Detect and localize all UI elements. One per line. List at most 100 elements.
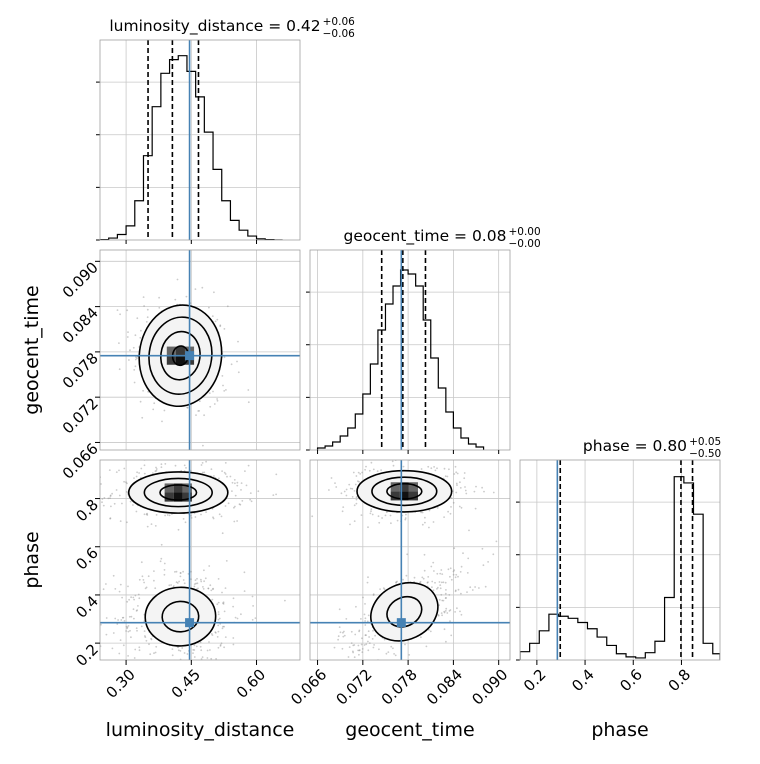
scatter-point (460, 592, 462, 595)
scatter-point (355, 496, 358, 499)
scatter-point (371, 638, 374, 640)
scatter-point (361, 648, 364, 650)
scatter-point (152, 408, 155, 411)
scatter-point (440, 593, 443, 596)
scatter-point (474, 507, 477, 510)
scatter-point (146, 316, 149, 319)
scatter-point (419, 580, 422, 583)
scatter-point (447, 568, 450, 571)
scatter-point (444, 581, 447, 584)
scatter-point (103, 497, 106, 499)
scatter-point (334, 482, 336, 484)
scatter-point (366, 620, 369, 623)
scatter-point (380, 469, 382, 471)
scatter-point (453, 547, 456, 550)
scatter-point (343, 634, 346, 637)
scatter-point (127, 359, 130, 361)
scatter-point (385, 652, 388, 655)
scatter-point (431, 586, 433, 589)
scatter-point (146, 308, 149, 311)
scatter-point (213, 291, 215, 294)
scatter-point (92, 623, 94, 625)
panel-frame (309, 249, 511, 451)
scatter-point (133, 477, 135, 479)
scatter-point (344, 664, 346, 666)
scatter-point (370, 508, 373, 511)
scatter-point (115, 471, 118, 473)
scatter-point (432, 521, 435, 523)
scatter-point (405, 574, 408, 577)
scatter-point (109, 517, 112, 519)
scatter-point (481, 486, 483, 489)
scatter-point (358, 649, 361, 651)
scatter-point (200, 578, 202, 581)
scatter-point (176, 665, 178, 667)
scatter-point (227, 502, 230, 505)
scatter-point (482, 564, 485, 567)
scatter-point (140, 561, 143, 564)
scatter-point (166, 514, 169, 516)
scatter-point (179, 572, 182, 574)
scatter-point (432, 589, 435, 592)
scatter-point (452, 573, 455, 576)
scatter-point (146, 525, 149, 528)
truth-marker (185, 351, 195, 361)
scatter-point (179, 572, 182, 574)
scatter-point (353, 504, 356, 507)
panel-frame (99, 459, 301, 661)
scatter-point (466, 591, 468, 593)
scatter-point (193, 585, 196, 588)
scatter-point (428, 509, 431, 512)
x-tick-label-geocent_time: 0.090 (468, 666, 511, 709)
scatter-point (196, 582, 199, 585)
scatter-point (464, 489, 467, 492)
scatter-point (219, 645, 222, 647)
scatter-point (203, 580, 206, 583)
scatter-point (250, 500, 253, 503)
contour-line (138, 304, 223, 408)
scatter-point (182, 579, 185, 581)
scatter-point (349, 487, 352, 490)
scatter-point (469, 586, 472, 589)
scatter-point (243, 571, 246, 574)
scatter-point (195, 582, 197, 585)
density-layer-luminosity_distance-phase (92, 460, 286, 667)
scatter-point (429, 630, 432, 633)
scatter-point (186, 406, 189, 409)
scatter-point (121, 502, 123, 505)
scatter-point (341, 647, 344, 650)
scatter-point (171, 654, 174, 657)
scatter-point (109, 497, 111, 499)
scatter-point (201, 656, 204, 658)
scatter-point (236, 617, 239, 620)
scatter-point (448, 468, 450, 471)
scatter-point (352, 651, 354, 654)
scatter-point (350, 642, 353, 644)
x-tick-label-phase: 0.4 (568, 666, 598, 696)
scatter-point (207, 587, 210, 590)
scatter-point (225, 389, 227, 391)
scatter-point (371, 513, 374, 516)
density-core-cell (166, 355, 176, 365)
scatter-point (193, 644, 196, 647)
density-band (145, 587, 216, 646)
scatter-point (100, 623, 102, 626)
scatter-point (232, 597, 235, 600)
scatter-point (434, 469, 437, 472)
scatter-point (240, 613, 242, 616)
scatter-point (219, 644, 222, 646)
scatter-point (362, 596, 364, 599)
panel-grid (310, 250, 510, 450)
scatter-point (186, 653, 189, 655)
scatter-point (177, 528, 180, 531)
scatter-point (348, 646, 351, 648)
scatter-point (145, 513, 148, 516)
scatter-point (426, 581, 429, 584)
scatter-point (192, 649, 195, 651)
scatter-point (177, 649, 180, 652)
density-core-cell (164, 483, 174, 493)
scatter-point (139, 400, 142, 403)
scatter-point (164, 514, 167, 517)
scatter-point (219, 325, 222, 328)
scatter-point (129, 629, 131, 632)
